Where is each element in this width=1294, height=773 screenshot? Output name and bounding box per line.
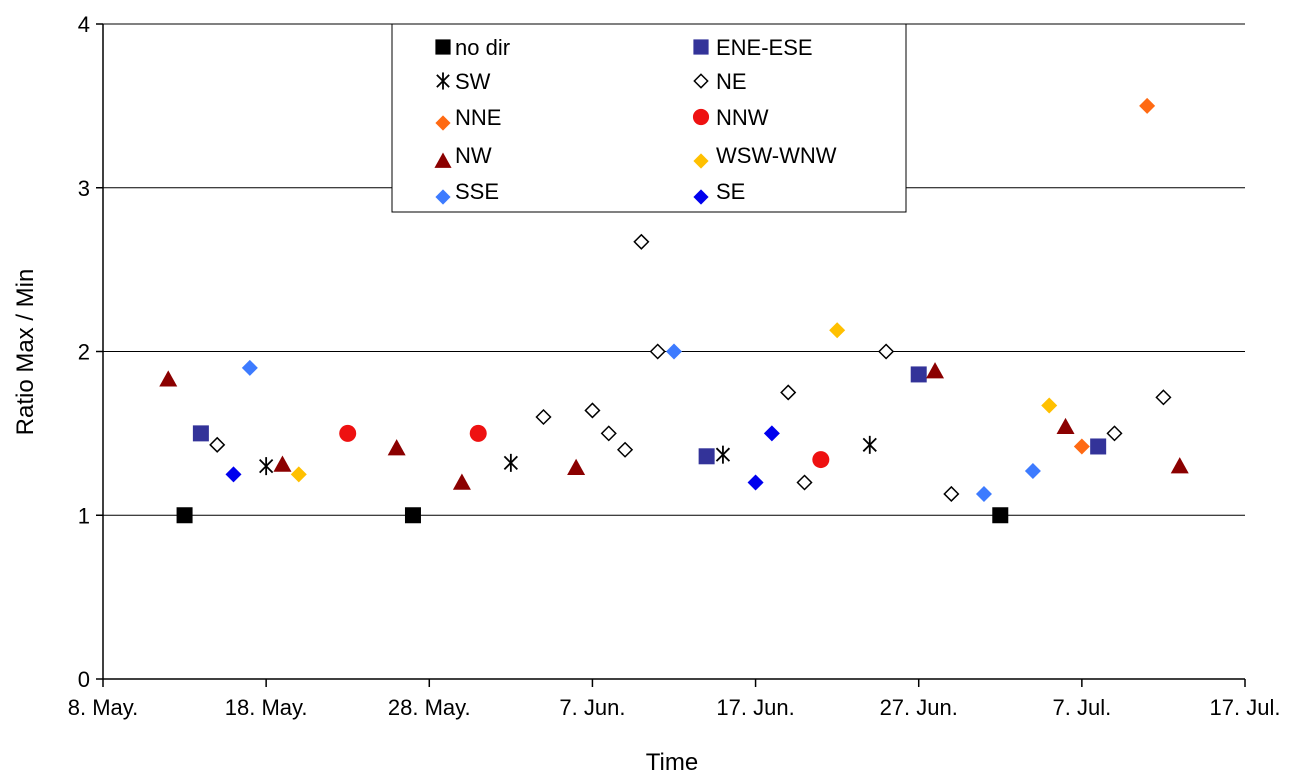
legend-marker-sse	[435, 189, 451, 205]
x-tick-label: 27. Jun.	[880, 695, 958, 720]
point-sse	[241, 359, 258, 376]
legend-label-sse: SSE	[455, 179, 499, 204]
legend-marker-ne	[693, 73, 709, 89]
point-ne	[878, 343, 895, 360]
point-ne	[633, 233, 650, 250]
legend-label-nw: NW	[455, 143, 492, 168]
legend-box	[391, 23, 907, 213]
point-nw	[926, 362, 945, 379]
x-tick-label: 17. Jul.	[1210, 695, 1281, 720]
point-nw	[1056, 417, 1075, 435]
data-points	[159, 97, 1189, 524]
legend-marker-nne	[435, 115, 451, 131]
x-tick-label: 7. Jul.	[1053, 695, 1112, 720]
point-ne	[780, 384, 797, 401]
y-tick-label: 4	[78, 12, 90, 37]
legend-label-ne: NE	[716, 69, 747, 94]
point-nnw	[469, 424, 487, 442]
legend-marker-se	[693, 189, 709, 205]
point-nw	[452, 473, 471, 490]
x-tick-label: 7. Jun.	[559, 695, 625, 720]
point-ne	[796, 474, 813, 491]
point-ne	[600, 425, 617, 442]
point-ne	[209, 436, 226, 453]
point-ene-ese	[698, 448, 715, 465]
point-no-dir	[404, 507, 421, 524]
point-nnw	[812, 451, 830, 469]
point-sse	[666, 343, 682, 360]
point-nw	[567, 458, 586, 475]
point-nne	[1139, 97, 1156, 114]
point-nne	[1073, 438, 1090, 455]
point-nw	[387, 439, 406, 456]
legend-label-nnw: NNW	[716, 105, 769, 130]
y-tick-label: 3	[78, 176, 90, 201]
point-wsw-wnw	[1041, 397, 1058, 414]
legend-label-wsw-wnw: WSW-WNW	[716, 143, 837, 168]
point-sse	[1024, 463, 1041, 480]
point-nw	[273, 455, 292, 472]
point-se	[225, 466, 242, 483]
point-sw	[862, 435, 877, 454]
x-axis-title: Time	[646, 749, 698, 773]
legend-label-no-dir: no dir	[455, 35, 510, 60]
y-tick-label: 2	[78, 340, 90, 365]
point-sw	[503, 453, 518, 472]
legend-marker-nw	[434, 152, 452, 168]
x-tick-label: 18. May.	[225, 695, 308, 720]
point-ne	[616, 441, 634, 458]
point-ne	[584, 402, 601, 419]
point-nnw	[339, 424, 357, 442]
y-tick-label: 0	[78, 667, 90, 692]
y-tick-label: 1	[78, 503, 90, 528]
axes: 0 1 2 3 4 8. May. 18. May. 28. May. 7. Jun. 17. J…	[68, 12, 1281, 720]
point-no-dir	[992, 507, 1009, 524]
point-ene-ese	[1090, 438, 1107, 455]
legend-marker-wsw-wnw	[693, 153, 709, 169]
point-no-dir	[176, 507, 193, 524]
legend-label-ene-ese: ENE-ESE	[716, 35, 813, 60]
legend-marker-sw	[436, 72, 450, 90]
x-tick-label: 8. May.	[68, 695, 139, 720]
legend-marker-nnw	[692, 108, 710, 126]
legend: no dir ENE-ESE SW NE NNE NNW NW WSW-WNW SSE SE	[391, 23, 907, 213]
x-tick-label: 17. Jun.	[716, 695, 794, 720]
point-wsw-wnw	[829, 322, 846, 339]
point-ne	[1106, 425, 1123, 442]
point-sw	[715, 445, 731, 464]
point-ene-ese	[910, 366, 927, 383]
point-sw	[259, 457, 274, 476]
point-ene-ese	[192, 425, 209, 442]
point-wsw-wnw	[290, 466, 307, 483]
point-ne	[535, 408, 552, 426]
point-nw	[1170, 457, 1189, 474]
point-ne	[943, 485, 960, 503]
legend-marker-no-dir	[435, 39, 451, 55]
point-ne	[649, 343, 666, 360]
point-sse	[975, 485, 992, 502]
point-nw	[159, 370, 178, 387]
x-tick-label: 28. May.	[388, 695, 471, 720]
y-axis-title: Ratio Max / Min	[12, 269, 39, 436]
legend-label-sw: SW	[455, 69, 491, 94]
point-se	[763, 425, 780, 442]
legend-label-se: SE	[716, 179, 745, 204]
point-se	[747, 474, 764, 491]
legend-marker-ene-ese	[693, 39, 709, 55]
legend-label-nne: NNE	[455, 105, 501, 130]
point-ne	[1155, 389, 1172, 406]
